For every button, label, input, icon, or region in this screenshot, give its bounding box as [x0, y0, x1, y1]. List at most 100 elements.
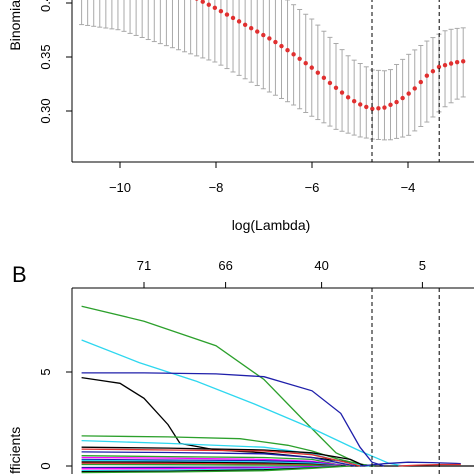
panel-a-plot-area [71, 0, 474, 163]
error-bar [200, 0, 206, 59]
y-tick-label: 5 [38, 368, 53, 375]
cv-mean-point [315, 70, 321, 75]
error-bar [224, 0, 230, 70]
y-tick-label: 0.4 [38, 0, 53, 12]
top-tick-label: 71 [137, 258, 151, 273]
cv-mean-point [291, 52, 296, 57]
panel-b-top-axis: 71 66 40 5 [137, 258, 426, 288]
cv-mean-point [442, 62, 448, 68]
cv-mean-point [321, 75, 327, 81]
error-bar [381, 70, 387, 141]
cv-mean-point [303, 61, 308, 66]
cv-mean-point [418, 79, 423, 85]
coef-path [81, 448, 361, 467]
error-bar [363, 66, 369, 139]
error-bar [345, 55, 351, 134]
x-tick-label: −10 [109, 180, 131, 195]
cv-mean-point [394, 99, 399, 105]
error-bar [206, 0, 212, 61]
coef-path [398, 463, 461, 467]
error-bar [442, 30, 448, 108]
cv-mean-point [249, 26, 254, 31]
error-bar [272, 0, 278, 96]
cv-mean-point [345, 95, 351, 100]
cv-mean-point [255, 29, 260, 34]
error-bar [430, 37, 436, 118]
error-bar [351, 59, 357, 136]
error-bar [97, 0, 103, 28]
cv-mean-point [406, 91, 411, 96]
cv-mean-point [267, 36, 272, 41]
error-bar [448, 28, 454, 104]
panel-b-y-axis: 05 [38, 368, 72, 470]
error-bar [236, 0, 242, 76]
cv-mean-point [218, 8, 224, 14]
coef-path [81, 339, 404, 467]
cv-mean-point [412, 86, 417, 91]
coef-path [81, 435, 375, 467]
cv-mean-point [400, 95, 405, 101]
coef-path [81, 372, 385, 467]
cv-mean-point [430, 69, 436, 74]
error-bar [133, 0, 139, 36]
coef-path [81, 451, 356, 467]
error-bar [109, 0, 115, 30]
error-bar [91, 0, 97, 27]
error-bar [212, 0, 218, 63]
error-bar [151, 0, 157, 43]
error-bar [424, 40, 430, 123]
cv-mean-point [212, 5, 218, 11]
y-tick-label: 0 [38, 462, 53, 469]
panel-a-cv-plot: Binomia 0.30 0.35 0.4 −10 −8 −6 −4 log(Lambda… [7, 0, 474, 233]
error-bar [194, 0, 200, 57]
error-bar [375, 69, 381, 140]
cv-mean-point [309, 65, 314, 70]
panel-b-coef-path: B 71 66 40 5 fficients 05 [7, 258, 474, 474]
cv-mean-point [327, 80, 333, 86]
coef-path [81, 439, 370, 467]
error-bar [248, 0, 254, 83]
error-bar [157, 0, 163, 45]
y-tick-label: 0.35 [38, 44, 53, 69]
coef-path [359, 461, 461, 467]
error-bar [266, 0, 272, 93]
x-tick-label: −6 [305, 180, 320, 195]
cv-mean-point [388, 102, 393, 108]
error-bar [163, 0, 169, 47]
error-bar [188, 0, 194, 55]
error-bar [418, 44, 424, 127]
cv-mean-point [370, 106, 375, 112]
cv-mean-point [230, 15, 236, 21]
error-bar [436, 33, 442, 113]
cv-mean-point [461, 59, 466, 64]
cv-mean-point [200, 0, 205, 4]
error-bar [278, 0, 284, 99]
error-bar [139, 0, 145, 38]
error-bar [85, 0, 91, 26]
panel-a-xlabel: log(Lambda) [232, 217, 311, 233]
error-bar [182, 0, 188, 53]
cv-mean-point [194, 0, 199, 1]
panel-b-ylabel: fficients [7, 427, 23, 474]
error-bar [145, 0, 151, 41]
cv-mean-point [382, 105, 387, 110]
coef-path [81, 376, 370, 467]
cv-mean-point [436, 64, 442, 70]
error-bar [79, 0, 85, 26]
cv-mean-point [224, 12, 230, 17]
cv-mean-point [206, 2, 211, 7]
cv-mean-point [376, 106, 381, 111]
cv-mean-point [448, 61, 454, 66]
coef-path [81, 446, 366, 467]
error-bar [357, 62, 363, 138]
top-tick-label: 66 [218, 258, 232, 273]
error-bar [127, 0, 133, 34]
panel-a-y-axis: 0.30 0.35 0.4 [38, 0, 72, 124]
cv-mean-point [333, 85, 339, 90]
top-tick-label: 5 [419, 258, 426, 273]
x-tick-label: −4 [401, 180, 416, 195]
error-bar [260, 0, 266, 90]
cv-mean-point [279, 43, 284, 49]
y-tick-label: 0.30 [38, 98, 53, 123]
